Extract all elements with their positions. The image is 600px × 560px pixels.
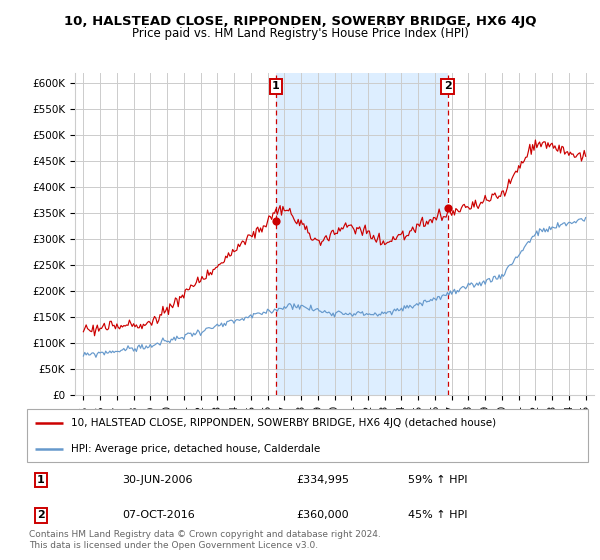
Text: 59% ↑ HPI: 59% ↑ HPI (409, 475, 468, 485)
Text: 2: 2 (443, 81, 451, 91)
Text: 1: 1 (272, 81, 280, 91)
Text: 30-JUN-2006: 30-JUN-2006 (122, 475, 193, 485)
Text: 2: 2 (37, 510, 45, 520)
Point (443, 203, 452, 212)
Text: Price paid vs. HM Land Registry's House Price Index (HPI): Price paid vs. HM Land Registry's House … (131, 27, 469, 40)
Text: 1: 1 (37, 475, 45, 485)
Text: HPI: Average price, detached house, Calderdale: HPI: Average price, detached house, Cald… (71, 444, 320, 454)
Bar (276, 73, 448, 395)
Text: 10, HALSTEAD CLOSE, RIPPONDEN, SOWERBY BRIDGE, HX6 4JQ: 10, HALSTEAD CLOSE, RIPPONDEN, SOWERBY B… (64, 15, 536, 27)
Text: 07-OCT-2016: 07-OCT-2016 (122, 510, 195, 520)
Text: Contains HM Land Registry data © Crown copyright and database right 2024.
This d: Contains HM Land Registry data © Crown c… (29, 530, 380, 550)
FancyBboxPatch shape (27, 409, 588, 462)
Text: £360,000: £360,000 (296, 510, 349, 520)
Text: 10, HALSTEAD CLOSE, RIPPONDEN, SOWERBY BRIDGE, HX6 4JQ (detached house): 10, HALSTEAD CLOSE, RIPPONDEN, SOWERBY B… (71, 418, 496, 428)
Point (271, 216, 281, 225)
Text: £334,995: £334,995 (296, 475, 349, 485)
Text: 45% ↑ HPI: 45% ↑ HPI (409, 510, 468, 520)
